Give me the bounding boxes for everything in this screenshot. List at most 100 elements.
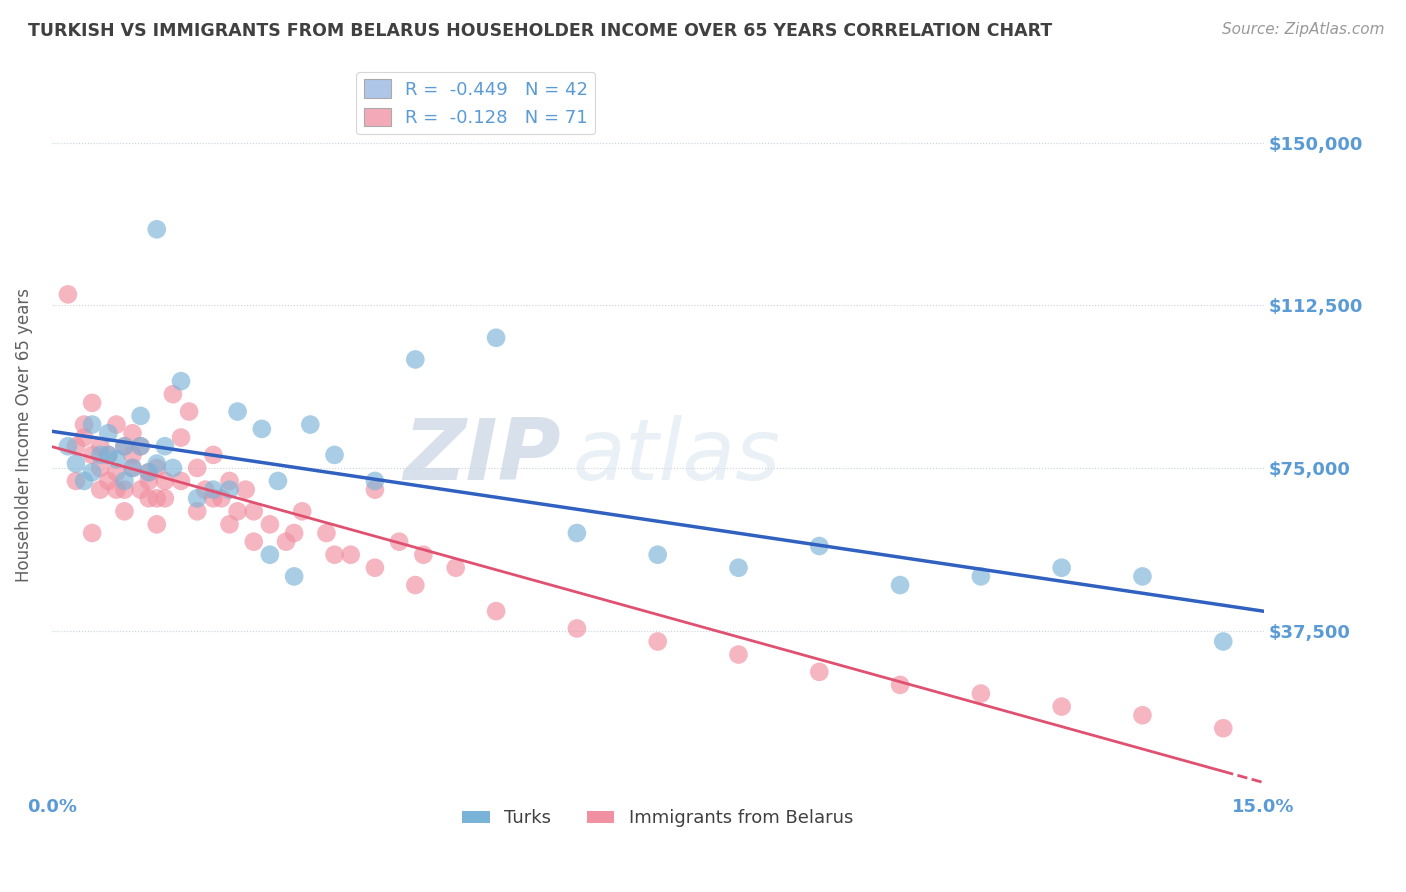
Point	[114, 504, 136, 518]
Point	[315, 526, 337, 541]
Point	[226, 404, 249, 418]
Point	[274, 534, 297, 549]
Legend: Turks, Immigrants from Belarus: Turks, Immigrants from Belarus	[456, 802, 860, 834]
Point	[1050, 699, 1073, 714]
Point	[323, 548, 346, 562]
Point	[162, 387, 184, 401]
Point	[404, 578, 426, 592]
Point	[170, 474, 193, 488]
Point	[114, 439, 136, 453]
Point	[259, 517, 281, 532]
Point	[138, 491, 160, 506]
Point	[218, 517, 240, 532]
Point	[565, 526, 588, 541]
Point	[153, 474, 176, 488]
Point	[153, 439, 176, 453]
Point	[129, 439, 152, 453]
Point	[97, 474, 120, 488]
Point	[565, 622, 588, 636]
Point	[242, 534, 264, 549]
Point	[82, 417, 104, 432]
Point	[202, 448, 225, 462]
Point	[218, 474, 240, 488]
Point	[259, 548, 281, 562]
Point	[97, 448, 120, 462]
Point	[1212, 721, 1234, 735]
Point	[186, 504, 208, 518]
Point	[105, 483, 128, 497]
Point	[291, 504, 314, 518]
Point	[970, 687, 993, 701]
Point	[73, 431, 96, 445]
Point	[808, 665, 831, 679]
Point	[727, 560, 749, 574]
Point	[1132, 569, 1154, 583]
Point	[364, 560, 387, 574]
Point	[444, 560, 467, 574]
Point	[339, 548, 361, 562]
Y-axis label: Householder Income Over 65 years: Householder Income Over 65 years	[15, 288, 32, 582]
Point	[138, 465, 160, 479]
Point	[82, 448, 104, 462]
Point	[889, 678, 911, 692]
Point	[153, 491, 176, 506]
Point	[170, 431, 193, 445]
Point	[114, 474, 136, 488]
Point	[105, 417, 128, 432]
Point	[73, 417, 96, 432]
Point	[129, 409, 152, 423]
Point	[226, 504, 249, 518]
Point	[323, 448, 346, 462]
Point	[808, 539, 831, 553]
Point	[970, 569, 993, 583]
Point	[121, 461, 143, 475]
Point	[186, 491, 208, 506]
Point	[129, 483, 152, 497]
Point	[146, 222, 169, 236]
Point	[146, 491, 169, 506]
Point	[89, 483, 111, 497]
Point	[485, 604, 508, 618]
Point	[1212, 634, 1234, 648]
Point	[65, 439, 87, 453]
Point	[364, 483, 387, 497]
Point	[364, 474, 387, 488]
Point	[388, 534, 411, 549]
Point	[1050, 560, 1073, 574]
Point	[73, 474, 96, 488]
Point	[56, 287, 79, 301]
Point	[82, 526, 104, 541]
Point	[146, 517, 169, 532]
Point	[89, 461, 111, 475]
Point	[82, 465, 104, 479]
Text: atlas: atlas	[572, 416, 780, 499]
Point	[889, 578, 911, 592]
Point	[97, 426, 120, 441]
Point	[412, 548, 434, 562]
Point	[89, 439, 111, 453]
Point	[105, 465, 128, 479]
Point	[242, 504, 264, 518]
Text: ZIP: ZIP	[404, 416, 561, 499]
Point	[267, 474, 290, 488]
Point	[146, 461, 169, 475]
Text: TURKISH VS IMMIGRANTS FROM BELARUS HOUSEHOLDER INCOME OVER 65 YEARS CORRELATION : TURKISH VS IMMIGRANTS FROM BELARUS HOUSE…	[28, 22, 1052, 40]
Point	[114, 439, 136, 453]
Point	[170, 374, 193, 388]
Point	[647, 634, 669, 648]
Point	[404, 352, 426, 367]
Point	[114, 483, 136, 497]
Point	[283, 526, 305, 541]
Point	[202, 483, 225, 497]
Point	[121, 461, 143, 475]
Point	[209, 491, 232, 506]
Point	[235, 483, 257, 497]
Point	[283, 569, 305, 583]
Point	[1132, 708, 1154, 723]
Point	[186, 461, 208, 475]
Point	[138, 465, 160, 479]
Point	[89, 448, 111, 462]
Point	[647, 548, 669, 562]
Point	[56, 439, 79, 453]
Point	[129, 439, 152, 453]
